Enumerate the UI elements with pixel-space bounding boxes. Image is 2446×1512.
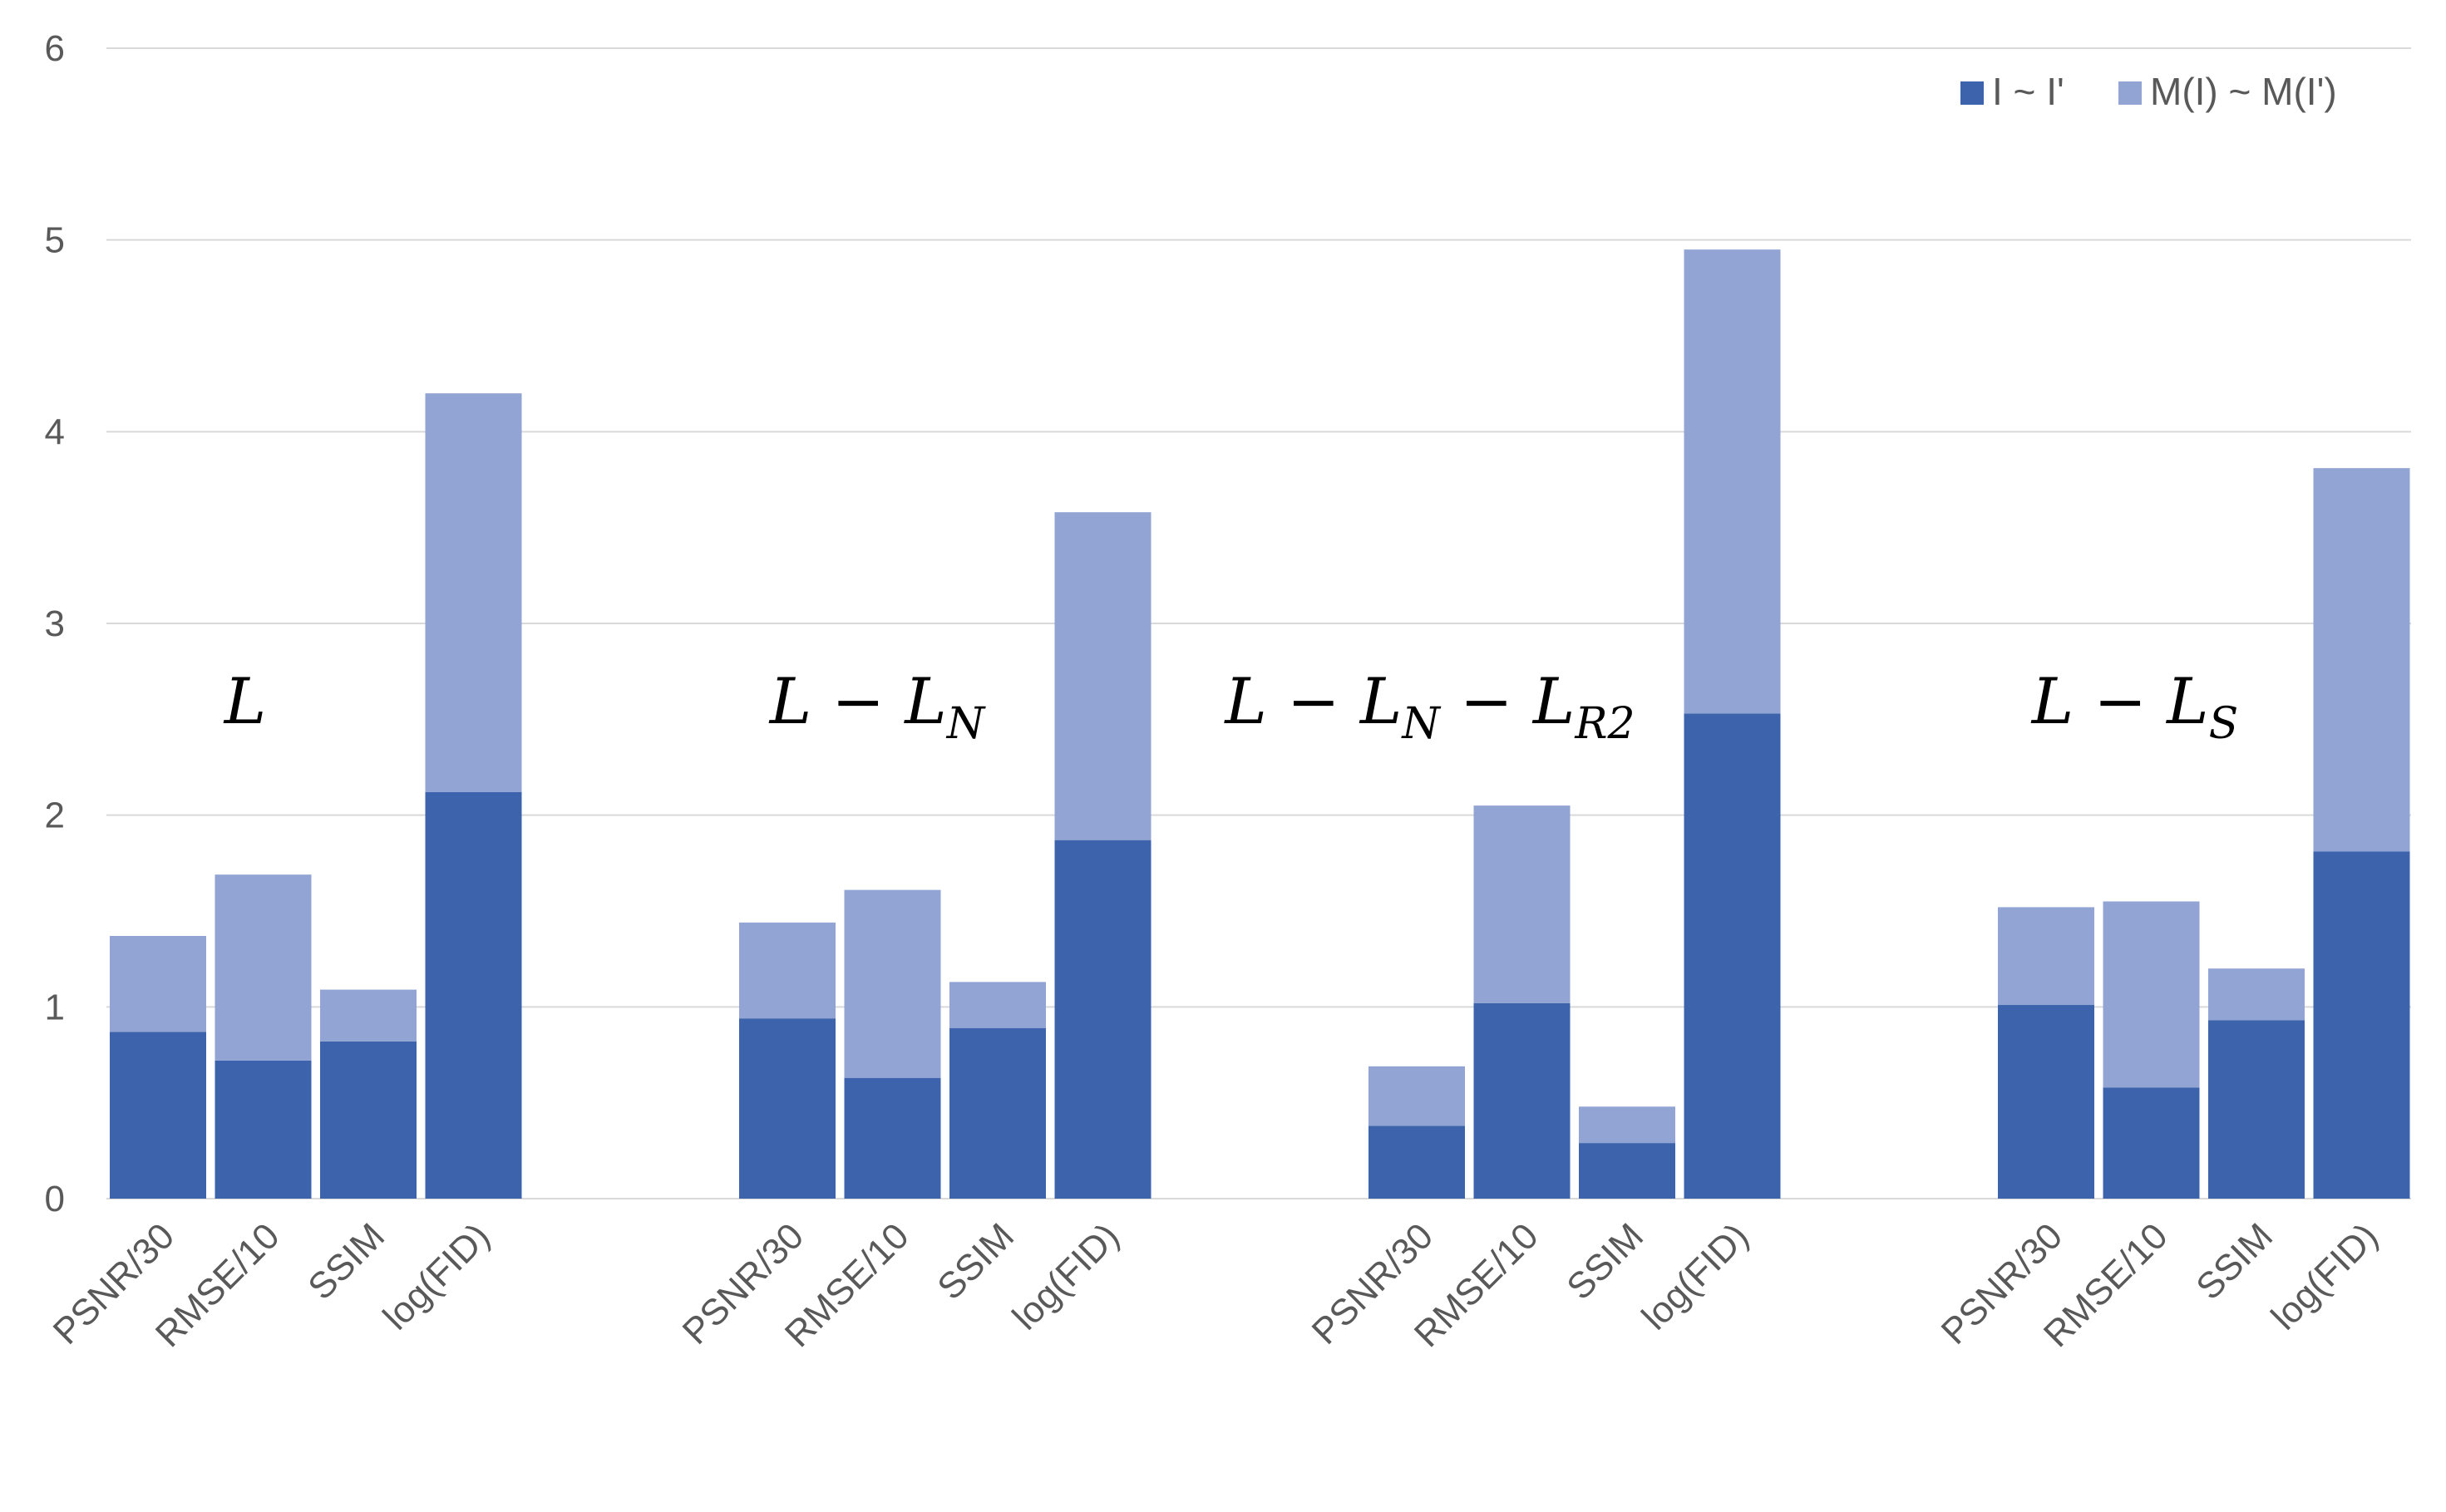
y-tick-label: 0: [45, 1179, 65, 1219]
x-category-label: SSIM: [930, 1215, 1022, 1308]
bar-segment: [425, 791, 522, 1199]
bar-segment: [110, 935, 206, 1032]
bar-segment: [1368, 1066, 1465, 1126]
bar-segment: [1579, 1106, 1675, 1144]
bar-segment: [844, 889, 941, 1078]
bar-segment: [739, 1018, 836, 1199]
bar-segment: [215, 874, 312, 1061]
bar-segment: [1054, 840, 1151, 1199]
legend-swatch: [2118, 81, 2142, 105]
y-tick-label: 6: [45, 28, 65, 69]
legend-swatch: [1960, 81, 1984, 105]
x-category-label: log(FID): [2264, 1215, 2386, 1337]
group-title: L − LN: [768, 664, 986, 749]
bar-segment: [320, 1041, 417, 1199]
bar-segment: [844, 1077, 941, 1199]
bar-segment: [1054, 512, 1151, 840]
legend-label: M(I) ~ M(I'): [2150, 70, 2337, 113]
bar-segment: [2313, 851, 2410, 1199]
group-titles: L L − LN L − LN − LR2 L − LS: [223, 664, 2239, 749]
bar-segment: [1998, 907, 2094, 1006]
bar-segment: [2208, 968, 2305, 1021]
x-category-label: log(FID): [376, 1215, 498, 1337]
y-axis: 0 1 2 3 4 5 6: [45, 28, 65, 1219]
legend-label: I ~ I': [1992, 70, 2064, 113]
bar-segment: [1473, 805, 1571, 1003]
y-tick-label: 4: [45, 411, 65, 452]
bar-segment: [2208, 1020, 2305, 1199]
bar-segment: [1684, 249, 1781, 714]
bar-segment: [2103, 1087, 2200, 1199]
bar-segment: [215, 1060, 312, 1199]
y-tick-label: 2: [45, 795, 65, 836]
bar-segment: [1998, 1005, 2094, 1199]
group-title: L − LN − LR2: [1223, 664, 1635, 749]
bar-segment: [2103, 901, 2200, 1088]
x-category-label: SSIM: [300, 1215, 392, 1308]
bars: [110, 249, 2410, 1199]
bar-segment: [1473, 1002, 1571, 1199]
x-category-label: log(FID): [1635, 1215, 1757, 1337]
x-category-label: SSIM: [1559, 1215, 1651, 1308]
bar-segment: [1579, 1143, 1675, 1199]
y-tick-label: 5: [45, 220, 65, 261]
bar-segment: [110, 1032, 206, 1199]
group-title: L: [223, 664, 266, 738]
legend: I ~ I' M(I) ~ M(I'): [1960, 70, 2337, 113]
y-tick-label: 1: [45, 987, 65, 1027]
bar-segment: [320, 989, 417, 1042]
bar-segment: [949, 1027, 1046, 1199]
x-category-label: SSIM: [2188, 1215, 2281, 1308]
x-category-label: log(FID): [1005, 1215, 1127, 1337]
bar-segment: [425, 393, 522, 792]
bar-segment: [1684, 713, 1781, 1199]
bar-segment: [2313, 468, 2410, 852]
bar-segment: [1368, 1125, 1465, 1199]
bar-segment: [739, 922, 836, 1019]
group-title: L − LS: [2030, 664, 2239, 749]
y-tick-label: 3: [45, 603, 65, 644]
bar-segment: [949, 982, 1046, 1028]
